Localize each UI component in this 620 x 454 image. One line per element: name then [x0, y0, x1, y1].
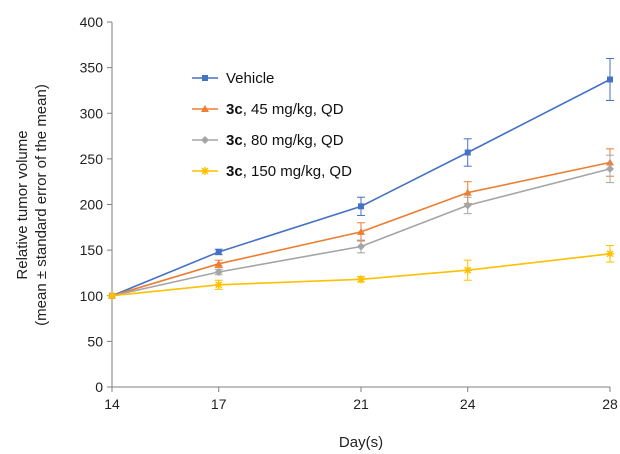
y-tick-label: 400 — [80, 14, 104, 30]
legend-label-bold: 3c — [226, 163, 243, 180]
data-point — [214, 268, 223, 277]
legend-label-bold: 3c — [226, 132, 243, 149]
y-tick-labels: 0 50 100 150 200 250 300 350 400 — [80, 14, 104, 395]
legend-label-rest: Vehicle — [226, 70, 274, 87]
data-point — [214, 280, 223, 289]
legend-marker — [201, 105, 209, 112]
legend-label: Vehicle — [226, 70, 274, 87]
x-tick-labels: 14 17 21 24 28 — [104, 396, 618, 412]
legend-label: 3c, 45 mg/kg, QD — [226, 101, 344, 118]
y-tick-label: 150 — [80, 242, 104, 258]
data-point — [463, 266, 472, 275]
data-point — [215, 248, 222, 255]
data-point — [357, 227, 365, 235]
data-point — [607, 76, 613, 83]
legend-label-rest: , 45 mg/kg, QD — [243, 101, 344, 118]
y-tick-label: 300 — [80, 105, 104, 121]
y-tick-label: 0 — [95, 379, 103, 395]
axes — [107, 21, 611, 392]
legend-marker — [201, 167, 209, 175]
legend-label: 3c, 150 mg/kg, QD — [226, 163, 352, 180]
series-1 — [109, 58, 614, 299]
data-point — [214, 259, 223, 267]
y-tick-label: 350 — [80, 60, 104, 76]
legend-marker — [201, 136, 209, 144]
y-axis-title-line1: Relative tumor volume — [14, 130, 31, 279]
legend-label-rest: , 80 mg/kg, QD — [243, 132, 344, 149]
data-point — [108, 291, 116, 300]
series-2 — [108, 148, 614, 299]
x-axis-title: Day(s) — [339, 434, 383, 451]
y-tick-label: 250 — [80, 151, 104, 167]
data-point — [464, 149, 471, 156]
x-tick-label: 24 — [460, 396, 476, 412]
legend-label-rest: , 150 mg/kg, QD — [243, 163, 352, 180]
legend-item-4: 3c, 150 mg/kg, QD — [192, 163, 352, 180]
y-tick-label: 50 — [87, 333, 103, 349]
data-point — [463, 201, 472, 210]
legend-marker — [202, 75, 208, 81]
y-tick-label: 100 — [80, 288, 104, 304]
data-point — [606, 164, 614, 173]
y-axis-title-line2: (mean ± standard error of the mean) — [33, 84, 50, 326]
x-tick-label: 28 — [602, 396, 618, 412]
legend-item-1: Vehicle — [192, 70, 274, 87]
x-tick-label: 17 — [211, 396, 227, 412]
y-tick-label: 200 — [80, 197, 104, 213]
x-tick-label: 21 — [353, 396, 369, 412]
data-point — [358, 203, 364, 210]
data-point — [463, 188, 472, 196]
data-point — [357, 275, 365, 284]
data-point — [606, 249, 614, 258]
x-tick-label: 14 — [104, 396, 120, 412]
legend-label: 3c, 80 mg/kg, QD — [226, 132, 344, 149]
series-line — [111, 252, 611, 297]
legend-label-bold: 3c — [226, 101, 243, 118]
y-axis-title: Relative tumor volume (mean ± standard e… — [14, 84, 50, 326]
legend-item-3: 3c, 80 mg/kg, QD — [192, 132, 344, 149]
series-4 — [108, 245, 614, 300]
series-group — [108, 58, 614, 300]
legend-item-2: 3c, 45 mg/kg, QD — [192, 101, 344, 118]
data-point — [357, 242, 365, 251]
